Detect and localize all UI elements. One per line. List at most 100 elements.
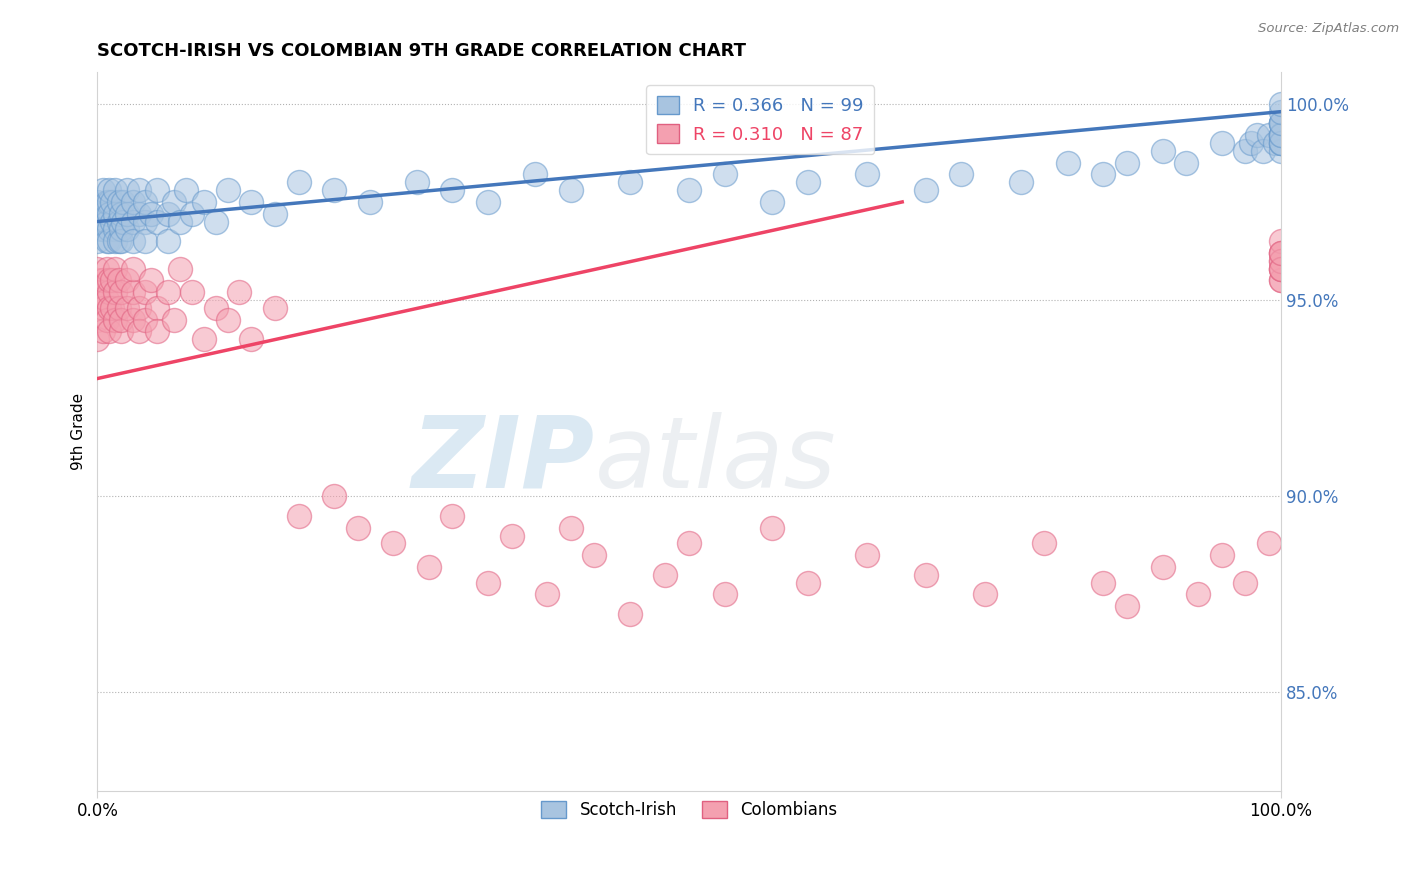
Point xyxy=(1270,116,1292,130)
Point xyxy=(915,183,938,197)
Point xyxy=(855,548,877,562)
Point xyxy=(115,222,138,236)
Point xyxy=(761,194,783,209)
Point xyxy=(1270,104,1292,119)
Point xyxy=(100,273,122,287)
Point xyxy=(1270,116,1292,130)
Point xyxy=(121,234,143,248)
Point xyxy=(323,489,346,503)
Point xyxy=(145,325,167,339)
Point xyxy=(86,261,108,276)
Point xyxy=(678,183,700,197)
Point xyxy=(501,528,523,542)
Point xyxy=(619,175,641,189)
Point xyxy=(441,183,464,197)
Point xyxy=(163,312,186,326)
Point xyxy=(110,207,132,221)
Point xyxy=(107,273,129,287)
Point xyxy=(323,183,346,197)
Point xyxy=(91,301,114,315)
Point xyxy=(128,183,150,197)
Point xyxy=(115,301,138,315)
Point xyxy=(217,183,239,197)
Point xyxy=(181,207,204,221)
Point xyxy=(1270,261,1292,276)
Point xyxy=(1092,575,1115,590)
Point xyxy=(441,508,464,523)
Point xyxy=(264,207,287,221)
Point xyxy=(240,332,263,346)
Point xyxy=(1010,175,1032,189)
Point xyxy=(1246,128,1268,143)
Point xyxy=(1270,116,1292,130)
Point xyxy=(287,508,309,523)
Point xyxy=(107,234,129,248)
Point xyxy=(1270,246,1292,260)
Point xyxy=(96,293,118,307)
Point xyxy=(560,521,582,535)
Point xyxy=(228,285,250,300)
Point xyxy=(96,234,118,248)
Point xyxy=(91,325,114,339)
Point xyxy=(1033,536,1056,550)
Point xyxy=(134,214,156,228)
Point xyxy=(86,273,108,287)
Text: SCOTCH-IRISH VS COLOMBIAN 9TH GRADE CORRELATION CHART: SCOTCH-IRISH VS COLOMBIAN 9TH GRADE CORR… xyxy=(97,42,747,60)
Point xyxy=(950,168,973,182)
Point xyxy=(1152,560,1174,574)
Point xyxy=(121,285,143,300)
Point xyxy=(1270,261,1292,276)
Point xyxy=(619,607,641,621)
Point xyxy=(145,183,167,197)
Point xyxy=(1211,136,1233,150)
Point xyxy=(1270,273,1292,287)
Point xyxy=(104,234,127,248)
Point xyxy=(86,214,108,228)
Point xyxy=(121,261,143,276)
Point xyxy=(91,199,114,213)
Point xyxy=(1270,234,1292,248)
Point xyxy=(104,207,127,221)
Point xyxy=(134,312,156,326)
Point xyxy=(193,332,215,346)
Point xyxy=(96,214,118,228)
Point xyxy=(100,214,122,228)
Point xyxy=(204,301,226,315)
Point xyxy=(98,194,121,209)
Point xyxy=(1270,128,1292,143)
Point xyxy=(100,301,122,315)
Point xyxy=(1270,273,1292,287)
Point xyxy=(174,183,197,197)
Point xyxy=(115,183,138,197)
Point xyxy=(346,521,368,535)
Point xyxy=(1270,128,1292,143)
Point xyxy=(287,175,309,189)
Point xyxy=(86,207,108,221)
Point xyxy=(157,285,180,300)
Point xyxy=(169,214,191,228)
Point xyxy=(1264,136,1286,150)
Text: atlas: atlas xyxy=(595,412,837,508)
Point xyxy=(98,285,121,300)
Point xyxy=(1116,599,1139,614)
Point xyxy=(1234,144,1257,158)
Y-axis label: 9th Grade: 9th Grade xyxy=(72,393,86,470)
Point xyxy=(112,214,135,228)
Point xyxy=(91,207,114,221)
Point xyxy=(145,301,167,315)
Point xyxy=(98,183,121,197)
Point xyxy=(1258,536,1281,550)
Point xyxy=(110,234,132,248)
Point xyxy=(110,312,132,326)
Point xyxy=(98,207,121,221)
Point xyxy=(128,325,150,339)
Point xyxy=(382,536,405,550)
Point xyxy=(761,521,783,535)
Point xyxy=(1270,261,1292,276)
Point xyxy=(713,587,735,601)
Point xyxy=(1251,144,1274,158)
Point xyxy=(104,261,127,276)
Point xyxy=(110,222,132,236)
Point xyxy=(1270,96,1292,111)
Point xyxy=(193,194,215,209)
